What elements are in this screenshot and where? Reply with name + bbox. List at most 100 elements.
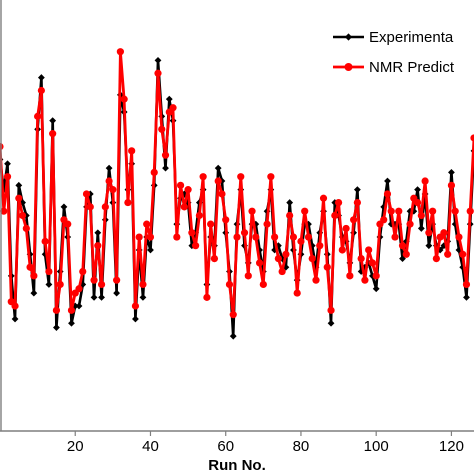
data-point bbox=[470, 134, 474, 142]
data-point bbox=[86, 190, 94, 198]
data-point bbox=[233, 233, 241, 241]
data-point bbox=[165, 95, 173, 103]
data-point bbox=[372, 285, 380, 293]
data-point bbox=[463, 293, 470, 301]
x-axis-title: Run No. bbox=[208, 457, 266, 474]
data-point bbox=[75, 302, 83, 310]
data-point bbox=[387, 220, 395, 228]
data-point bbox=[34, 112, 42, 120]
data-point bbox=[203, 293, 211, 301]
data-point bbox=[56, 280, 64, 289]
data-point bbox=[139, 280, 147, 289]
data-point bbox=[132, 315, 139, 323]
data-point bbox=[353, 198, 361, 207]
x-tick-label: 100 bbox=[364, 438, 389, 455]
data-point bbox=[15, 181, 23, 189]
legend-marker bbox=[344, 63, 353, 71]
data-point bbox=[316, 242, 324, 250]
data-point bbox=[214, 164, 222, 172]
data-point bbox=[195, 211, 203, 220]
data-point bbox=[372, 272, 380, 280]
data-point bbox=[49, 117, 57, 125]
data-point bbox=[53, 324, 60, 331]
data-point bbox=[37, 86, 45, 95]
x-tick-label: 60 bbox=[217, 438, 234, 455]
data-point bbox=[331, 211, 339, 220]
data-point bbox=[259, 280, 267, 289]
data-point bbox=[244, 272, 252, 280]
data-point bbox=[49, 130, 57, 138]
data-point bbox=[387, 207, 395, 215]
data-point bbox=[293, 289, 301, 297]
data-point bbox=[15, 194, 23, 202]
data-point bbox=[319, 194, 328, 202]
data-point bbox=[37, 74, 45, 81]
data-point bbox=[116, 48, 124, 56]
data-point bbox=[4, 160, 11, 168]
data-point bbox=[421, 177, 429, 185]
data-point bbox=[214, 177, 222, 185]
data-point bbox=[448, 169, 455, 176]
data-point bbox=[402, 250, 410, 258]
data-point bbox=[417, 211, 425, 220]
data-point bbox=[161, 151, 170, 159]
data-point bbox=[184, 186, 192, 194]
data-point bbox=[199, 173, 207, 181]
data-point bbox=[18, 211, 27, 220]
data-point bbox=[305, 220, 312, 228]
data-point bbox=[286, 211, 294, 220]
data-point bbox=[3, 173, 12, 181]
data-point bbox=[147, 246, 154, 254]
data-point bbox=[75, 285, 83, 293]
legend: Experimenta NMR Predict bbox=[333, 29, 455, 76]
data-point bbox=[240, 229, 249, 237]
data-point bbox=[139, 293, 147, 301]
data-point bbox=[135, 233, 143, 241]
data-point bbox=[297, 237, 305, 245]
data-point bbox=[308, 242, 316, 250]
x-tick-label: 20 bbox=[67, 438, 84, 455]
data-point bbox=[45, 267, 53, 276]
data-point bbox=[286, 199, 294, 206]
series-1 bbox=[0, 48, 474, 319]
data-point bbox=[11, 315, 19, 323]
data-point bbox=[218, 190, 226, 198]
data-point bbox=[105, 164, 113, 172]
data-point bbox=[90, 276, 98, 284]
data-point bbox=[338, 246, 346, 254]
data-point bbox=[207, 220, 215, 228]
data-point bbox=[30, 289, 38, 297]
data-point bbox=[150, 168, 158, 176]
data-point bbox=[357, 255, 365, 263]
data-point bbox=[90, 293, 98, 301]
data-point bbox=[158, 125, 166, 133]
data-point bbox=[451, 207, 459, 215]
data-point bbox=[192, 242, 200, 250]
data-point bbox=[82, 190, 91, 198]
x-tick-label: 80 bbox=[293, 438, 310, 455]
data-point bbox=[444, 250, 452, 258]
data-point bbox=[301, 207, 309, 215]
data-point bbox=[225, 280, 234, 289]
data-point bbox=[229, 311, 237, 319]
data-point bbox=[365, 246, 373, 254]
data-point bbox=[414, 186, 421, 194]
data-point bbox=[79, 267, 87, 276]
data-point bbox=[26, 263, 34, 271]
data-point bbox=[383, 190, 392, 198]
data-point bbox=[154, 56, 162, 64]
data-point bbox=[169, 104, 177, 112]
data-point bbox=[11, 302, 19, 310]
data-point bbox=[361, 276, 369, 284]
data-point bbox=[447, 181, 456, 189]
data-point bbox=[391, 233, 399, 241]
data-point bbox=[395, 220, 403, 228]
legend-label-0: Experimenta bbox=[369, 29, 454, 46]
data-point bbox=[45, 281, 53, 288]
data-point bbox=[455, 233, 463, 241]
data-point bbox=[274, 255, 282, 263]
data-point bbox=[222, 216, 230, 224]
data-point bbox=[368, 259, 377, 267]
data-point bbox=[353, 186, 361, 194]
